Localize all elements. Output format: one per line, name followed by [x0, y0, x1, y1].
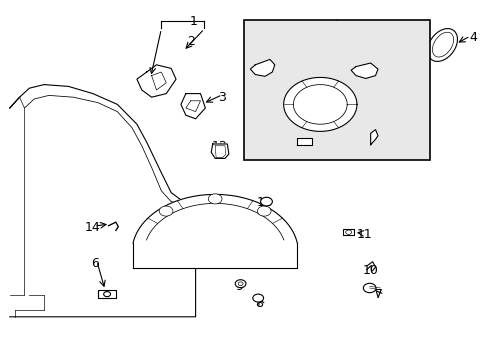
- Polygon shape: [10, 85, 195, 317]
- Circle shape: [235, 280, 245, 288]
- Polygon shape: [133, 194, 297, 268]
- Text: 11: 11: [356, 228, 371, 241]
- Polygon shape: [350, 63, 377, 78]
- Bar: [98, 290, 116, 298]
- Text: 6: 6: [91, 257, 99, 270]
- Text: 7: 7: [374, 288, 382, 301]
- Circle shape: [208, 194, 222, 204]
- Circle shape: [159, 206, 173, 216]
- Text: 9: 9: [235, 280, 243, 293]
- Circle shape: [252, 294, 263, 302]
- Circle shape: [345, 230, 351, 234]
- Polygon shape: [181, 94, 205, 119]
- Text: 10: 10: [362, 264, 378, 277]
- Text: 4: 4: [468, 31, 476, 44]
- Polygon shape: [250, 59, 274, 76]
- Ellipse shape: [431, 32, 453, 57]
- Circle shape: [260, 197, 272, 206]
- Ellipse shape: [427, 28, 457, 62]
- Circle shape: [363, 283, 375, 293]
- Text: 8: 8: [255, 297, 263, 310]
- Text: 2: 2: [186, 35, 194, 48]
- Text: 14: 14: [85, 221, 101, 234]
- Text: 13: 13: [211, 140, 226, 153]
- Circle shape: [238, 282, 243, 285]
- Bar: [343, 229, 353, 235]
- Polygon shape: [137, 65, 176, 97]
- Polygon shape: [370, 130, 377, 145]
- Polygon shape: [283, 77, 356, 131]
- Text: 12: 12: [256, 196, 271, 209]
- Text: 5: 5: [324, 49, 332, 62]
- Polygon shape: [211, 144, 228, 158]
- Circle shape: [103, 292, 110, 297]
- Polygon shape: [297, 138, 311, 145]
- Bar: [243, 20, 429, 160]
- Text: 3: 3: [218, 91, 226, 104]
- Circle shape: [257, 206, 270, 216]
- Text: 1: 1: [189, 15, 197, 28]
